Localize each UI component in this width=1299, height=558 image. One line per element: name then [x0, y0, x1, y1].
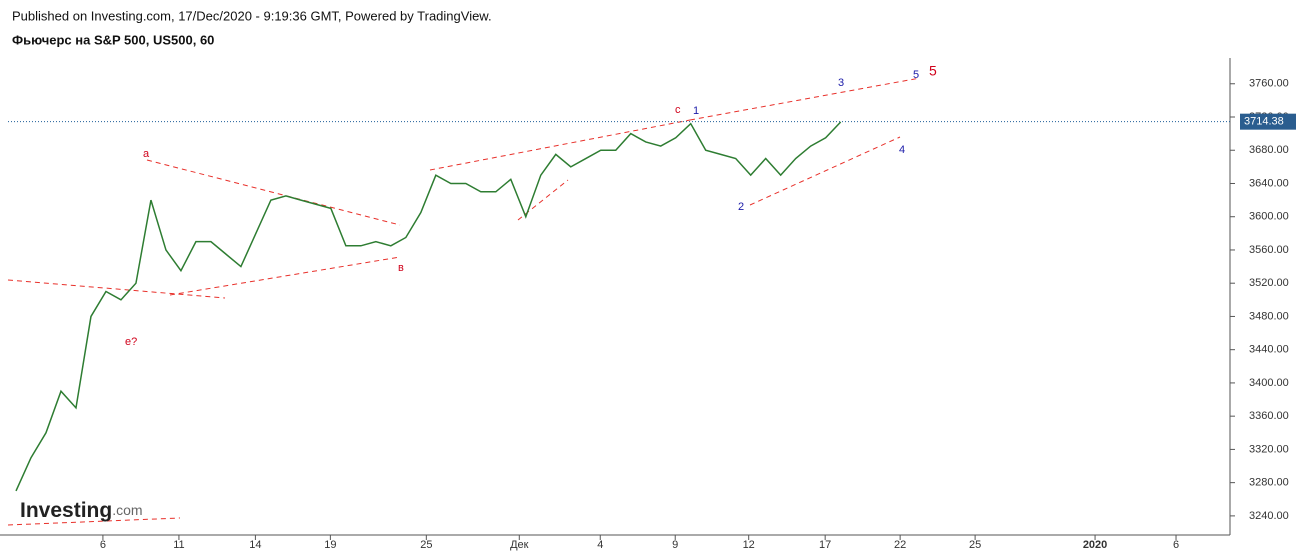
y-tick-label: 3680.00: [1249, 144, 1289, 156]
logo: Investing.com: [20, 499, 143, 522]
wave-label: 3: [838, 77, 844, 89]
y-tick-label: 3480.00: [1249, 310, 1289, 322]
x-tick-label: 9: [672, 539, 678, 551]
y-tick-label: 3520.00: [1249, 277, 1289, 289]
trend-line: [169, 256, 401, 296]
x-tick-label: Дек: [510, 539, 529, 551]
x-tick-label: 19: [324, 539, 336, 551]
wave-label: 5: [913, 69, 919, 81]
published: Published on Investing.com, 17/Dec/2020 …: [12, 8, 492, 23]
x-tick-label: 25: [969, 539, 981, 551]
y-tick-label: 3400.00: [1249, 377, 1289, 389]
x-tick-label: 25: [420, 539, 432, 551]
trend-line: [146, 159, 401, 226]
x-tick-label: 6: [1173, 539, 1179, 551]
y-tick-label: 3440.00: [1249, 344, 1289, 356]
x-tick-label: 11: [173, 539, 184, 551]
y-tick-label: 3280.00: [1249, 477, 1289, 489]
last-price-box: [1240, 113, 1296, 130]
trend-line: [749, 136, 901, 206]
wave-label: 4: [899, 144, 905, 156]
y-tick-label: 3560.00: [1249, 244, 1289, 256]
wave-label: в: [398, 262, 404, 274]
x-tick-label: 14: [249, 539, 261, 551]
y-tick-label: 3600.00: [1249, 211, 1289, 223]
y-tick-label: 3640.00: [1249, 177, 1289, 189]
wave-label: 2: [738, 201, 744, 213]
wave-label: 5: [929, 63, 937, 79]
x-tick-label: 4: [597, 539, 603, 551]
last-price-label: 3714.38: [1244, 116, 1284, 128]
y-tick-label: 3320.00: [1249, 443, 1289, 455]
x-tick-label: 2020: [1083, 539, 1107, 551]
y-tick-label: 3760.00: [1249, 78, 1289, 90]
wave-label: a: [143, 148, 150, 160]
wave-label: c: [675, 104, 681, 116]
logo-name: Investing: [20, 499, 112, 522]
wave-label: e?: [125, 336, 137, 348]
trend-line: [7, 517, 181, 526]
wave-label: 1: [693, 105, 699, 117]
x-tick-label: 12: [743, 539, 755, 551]
trend-line: [689, 77, 921, 121]
x-tick-label: 22: [894, 539, 906, 551]
chart-title: Фьючерс на S&P 500, US500, 60: [12, 32, 214, 47]
x-tick-label: 6: [100, 539, 106, 551]
y-tick-label: 3240.00: [1249, 510, 1289, 522]
price-line: [15, 121, 842, 492]
logo-suffix: .com: [112, 502, 142, 518]
y-tick-label: 3360.00: [1249, 410, 1289, 422]
trend-line: [7, 279, 226, 299]
trend-line: [429, 119, 691, 171]
x-tick-label: 17: [819, 539, 831, 551]
trend-lines: [7, 77, 921, 526]
